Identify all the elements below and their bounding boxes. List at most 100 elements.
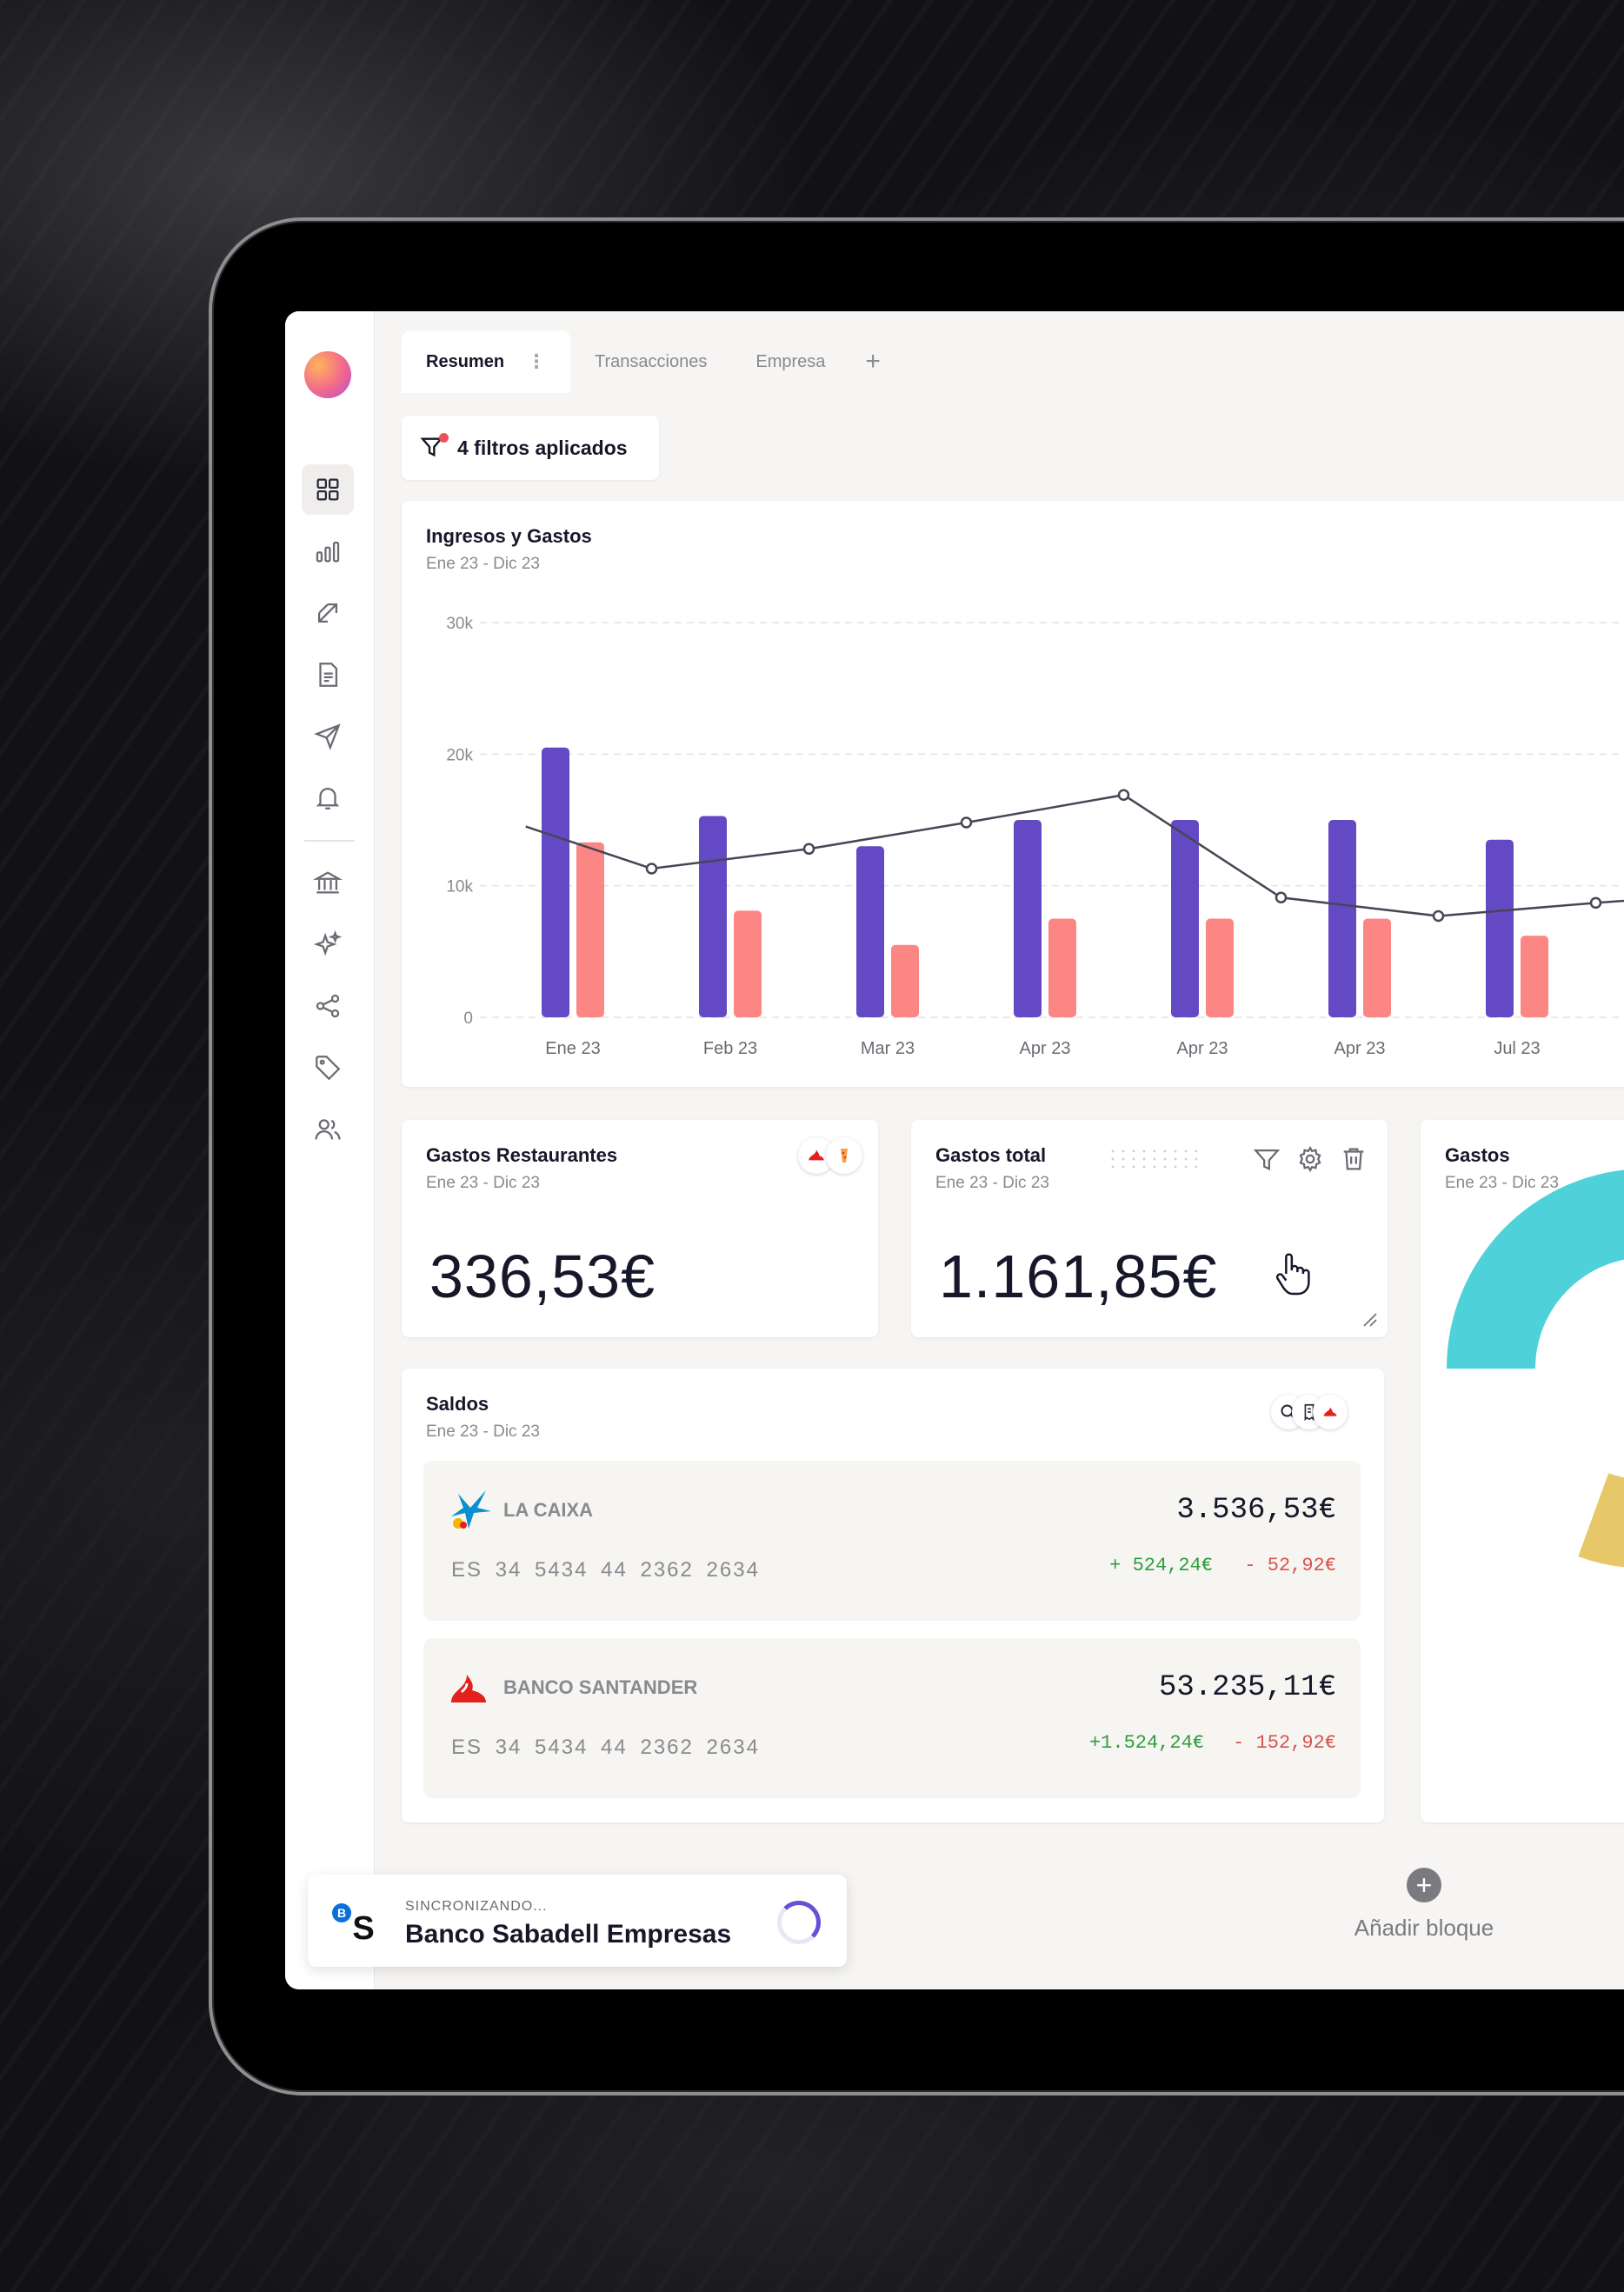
- sidebar-item-users[interactable]: [302, 1104, 354, 1155]
- account-name: BANCO SANTANDER: [503, 1676, 698, 1698]
- donut-segment: [1447, 1169, 1624, 1369]
- account-row-la-caixa[interactable]: LA CAIXA ES 34 5434 44 2362 2634 3.536,5…: [423, 1461, 1361, 1621]
- bell-icon: [316, 788, 340, 810]
- y-tick-label: 0: [463, 1009, 473, 1028]
- tab-transacciones[interactable]: Transacciones: [570, 330, 731, 393]
- loading-spinner: [777, 1901, 821, 1944]
- more-vertical-icon[interactable]: ⋮: [527, 350, 547, 372]
- dashboard-grid-icon: [316, 478, 339, 501]
- x-tick-label: Feb 23: [703, 1039, 757, 1058]
- trend-point: [960, 816, 973, 829]
- svg-text:B: B: [337, 1906, 346, 1920]
- income-bar: [1014, 820, 1042, 1017]
- restaurant-expenses-value: 336,53€: [429, 1243, 656, 1310]
- add-block-button[interactable]: + Añadir bloque: [1328, 1868, 1520, 1942]
- bar-chart-icon: [316, 541, 340, 563]
- sync-status: SINCRONIZANDO...: [405, 1899, 548, 1914]
- tag-icon: [316, 1056, 341, 1081]
- sync-toast: B S SINCRONIZANDO... Banco Sabadell Empr…: [308, 1875, 847, 1967]
- sidebar: [285, 311, 375, 1989]
- account-iban: ES 34 5434 44 2362 2634: [451, 1558, 760, 1582]
- total-expenses-card: Gastos total Ene 23 - Dic 23 1.161,85€: [911, 1120, 1388, 1337]
- filters-button[interactable]: 4 filtros aplicados: [402, 416, 659, 480]
- card-title: Gastos: [1445, 1144, 1510, 1166]
- filter-active-indicator: [439, 433, 449, 443]
- sidebar-item-documents[interactable]: [302, 650, 354, 700]
- expenses-donut-card: Gastos Ene 23 - Dic 23: [1421, 1120, 1624, 1822]
- la-caixa-logo-icon: [451, 1490, 491, 1529]
- x-tick-label: Apr 23: [1020, 1039, 1071, 1058]
- hand-pointer-icon: [1275, 1253, 1310, 1296]
- account-balance: 3.536,53€: [1176, 1494, 1336, 1527]
- total-expenses-value: 1.161,85€: [939, 1243, 1218, 1310]
- x-tick-label: Ene 23: [545, 1039, 600, 1058]
- expense-bar: [1521, 936, 1548, 1017]
- account-expenses: - 52,92€: [1244, 1555, 1336, 1576]
- sync-bank-name: Banco Sabadell Empresas: [405, 1920, 732, 1949]
- tab-empresa[interactable]: Empresa: [731, 330, 849, 393]
- income-expenses-card: Ingresos y Gastos Ene 23 - Dic 23 30k 20k…: [402, 501, 1624, 1087]
- income-bar: [542, 747, 569, 1017]
- card-title: Gastos total: [935, 1144, 1047, 1166]
- settings-gear-icon[interactable]: [1295, 1144, 1325, 1174]
- sidebar-item-share[interactable]: [302, 981, 354, 1031]
- x-tick-label: Mar 23: [861, 1039, 915, 1058]
- account-row-santander[interactable]: BANCO SANTANDER ES 34 5434 44 2362 2634 …: [423, 1638, 1361, 1798]
- filter-label: 4 filtros aplicados: [457, 436, 628, 459]
- tab-resumen[interactable]: Resumen ⋮: [402, 330, 571, 393]
- income-bar: [856, 846, 884, 1017]
- tab-bar: Resumen ⋮ Transacciones Empresa +: [402, 330, 896, 393]
- santander-logo-icon: [451, 1675, 486, 1702]
- sabadell-logo-icon: B S: [332, 1903, 375, 1944]
- trash-icon[interactable]: [1339, 1144, 1368, 1174]
- add-tab-button[interactable]: +: [865, 347, 881, 376]
- sidebar-item-ai[interactable]: [302, 919, 354, 969]
- drag-handle[interactable]: [1109, 1146, 1200, 1172]
- bank-icon: [313, 871, 343, 894]
- trend-point: [1589, 896, 1602, 909]
- x-tick-label: Apr 23: [1177, 1039, 1228, 1058]
- income-bar: [699, 816, 727, 1017]
- card-period: Ene 23 - Dic 23: [426, 1423, 540, 1441]
- account-expenses: - 152,92€: [1233, 1732, 1336, 1754]
- sidebar-item-reports[interactable]: [302, 526, 354, 576]
- trend-point: [1275, 891, 1288, 904]
- plus-circle-icon: +: [1407, 1868, 1441, 1902]
- income-bar: [1171, 820, 1199, 1017]
- expense-bar: [734, 910, 762, 1017]
- account-balance: 53.235,11€: [1158, 1671, 1336, 1704]
- svg-text:S: S: [352, 1910, 374, 1944]
- users-icon: [315, 1119, 341, 1140]
- avatar[interactable]: [304, 351, 351, 398]
- trend-line: [525, 793, 1624, 917]
- account-iban: ES 34 5434 44 2362 2634: [451, 1736, 760, 1759]
- add-block-label: Añadir bloque: [1354, 1915, 1494, 1941]
- sidebar-item-tags[interactable]: [302, 1043, 354, 1093]
- filter-icon: [419, 433, 449, 463]
- resize-handle[interactable]: [1361, 1311, 1377, 1327]
- sidebar-item-transfers[interactable]: [302, 588, 354, 638]
- expense-bar: [1363, 918, 1391, 1017]
- balances-card: Saldos Ene 23 - Dic 23 LA CAIXA ES 34 54…: [402, 1369, 1384, 1822]
- sidebar-item-dashboard[interactable]: [302, 464, 354, 515]
- trend-point: [802, 843, 815, 856]
- filter-icon[interactable]: [1252, 1144, 1281, 1174]
- card-title: Ingresos y Gastos: [426, 525, 592, 547]
- income-expenses-chart: 30k 20k 10k 0 Ene 23 Feb 23 Mar 23 Apr 23 Apr 23…: [446, 615, 1624, 1058]
- card-period: Ene 23 - Dic 23: [426, 555, 540, 573]
- card-title: Saldos: [426, 1393, 489, 1415]
- account-name: LA CAIXA: [503, 1499, 594, 1521]
- x-tick-label: Apr 23: [1334, 1039, 1386, 1058]
- sidebar-item-banks[interactable]: [302, 857, 354, 908]
- expense-bar: [1048, 918, 1076, 1017]
- expense-bar: [891, 944, 919, 1017]
- card-title: Gastos Restaurantes: [426, 1144, 618, 1166]
- donut-segment: [1578, 1473, 1624, 1568]
- sidebar-item-notifications[interactable]: [302, 772, 354, 823]
- card-period: Ene 23 - Dic 23: [1445, 1174, 1559, 1192]
- tab-label: Resumen: [426, 351, 505, 371]
- document-icon: [319, 663, 338, 687]
- tab-label: Transacciones: [595, 351, 708, 371]
- santander-logo-icon: [1313, 1395, 1348, 1429]
- sidebar-item-send[interactable]: [302, 711, 354, 762]
